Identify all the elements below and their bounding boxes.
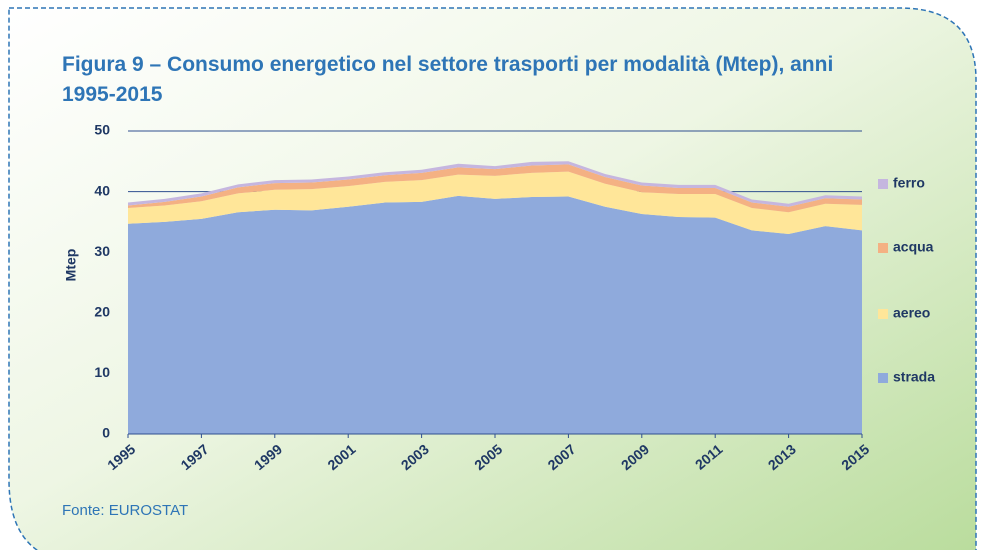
- plot-area: [128, 130, 862, 435]
- y-tick-label: 20: [94, 304, 110, 320]
- y-tick-label: 0: [102, 425, 110, 441]
- legend-label: strada: [893, 369, 935, 385]
- legend-label: acqua: [893, 239, 934, 255]
- chart-title: Figura 9 – Consumo energetico nel settor…: [62, 53, 834, 106]
- y-tick-label: 10: [94, 364, 110, 380]
- area: [128, 195, 862, 434]
- legend-swatch: [878, 309, 888, 319]
- legend-swatch: [878, 243, 888, 253]
- y-tick-label: 40: [94, 182, 110, 198]
- source: Fonte: EUROSTAT: [62, 502, 189, 519]
- legend-label: ferro: [893, 175, 925, 191]
- legend-label: aereo: [893, 305, 930, 321]
- y-axis-label: Mtep: [63, 249, 79, 282]
- legend-swatch: [878, 179, 888, 189]
- y-tick-label: 30: [94, 243, 110, 259]
- y-tick-label: 50: [94, 122, 110, 138]
- legend-swatch: [878, 373, 888, 383]
- area: [128, 164, 862, 213]
- area: [128, 171, 862, 235]
